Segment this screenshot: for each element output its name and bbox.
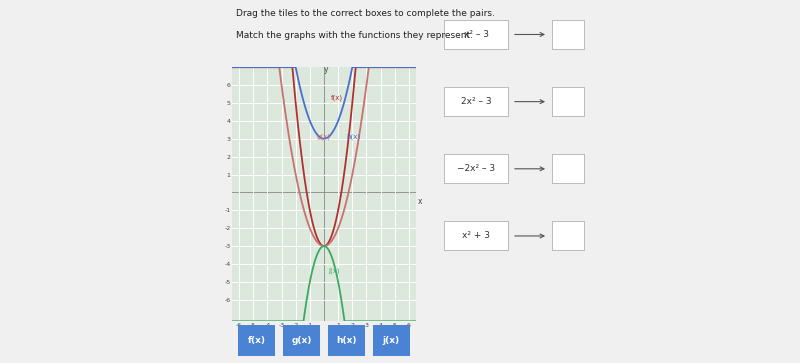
Text: −2x² – 3: −2x² – 3 xyxy=(457,164,495,173)
Text: 2x² – 3: 2x² – 3 xyxy=(461,97,491,106)
Text: Match the graphs with the functions they represent.: Match the graphs with the functions they… xyxy=(236,31,473,40)
Text: g(x): g(x) xyxy=(317,134,331,140)
Text: g(x): g(x) xyxy=(291,336,312,345)
Text: f(x): f(x) xyxy=(330,94,342,101)
Text: f(x): f(x) xyxy=(248,336,266,345)
Text: j(x): j(x) xyxy=(382,336,400,345)
Text: x: x xyxy=(418,197,422,206)
Text: x² – 3: x² – 3 xyxy=(463,30,489,39)
Text: h(x): h(x) xyxy=(336,336,357,345)
Text: j(x): j(x) xyxy=(328,268,340,274)
Text: h(x): h(x) xyxy=(346,134,361,140)
Text: y: y xyxy=(324,65,328,74)
Text: Drag the tiles to the correct boxes to complete the pairs.: Drag the tiles to the correct boxes to c… xyxy=(236,9,495,18)
Text: x² + 3: x² + 3 xyxy=(462,232,490,240)
